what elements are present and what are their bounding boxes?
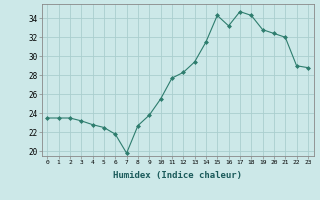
X-axis label: Humidex (Indice chaleur): Humidex (Indice chaleur) [113, 171, 242, 180]
